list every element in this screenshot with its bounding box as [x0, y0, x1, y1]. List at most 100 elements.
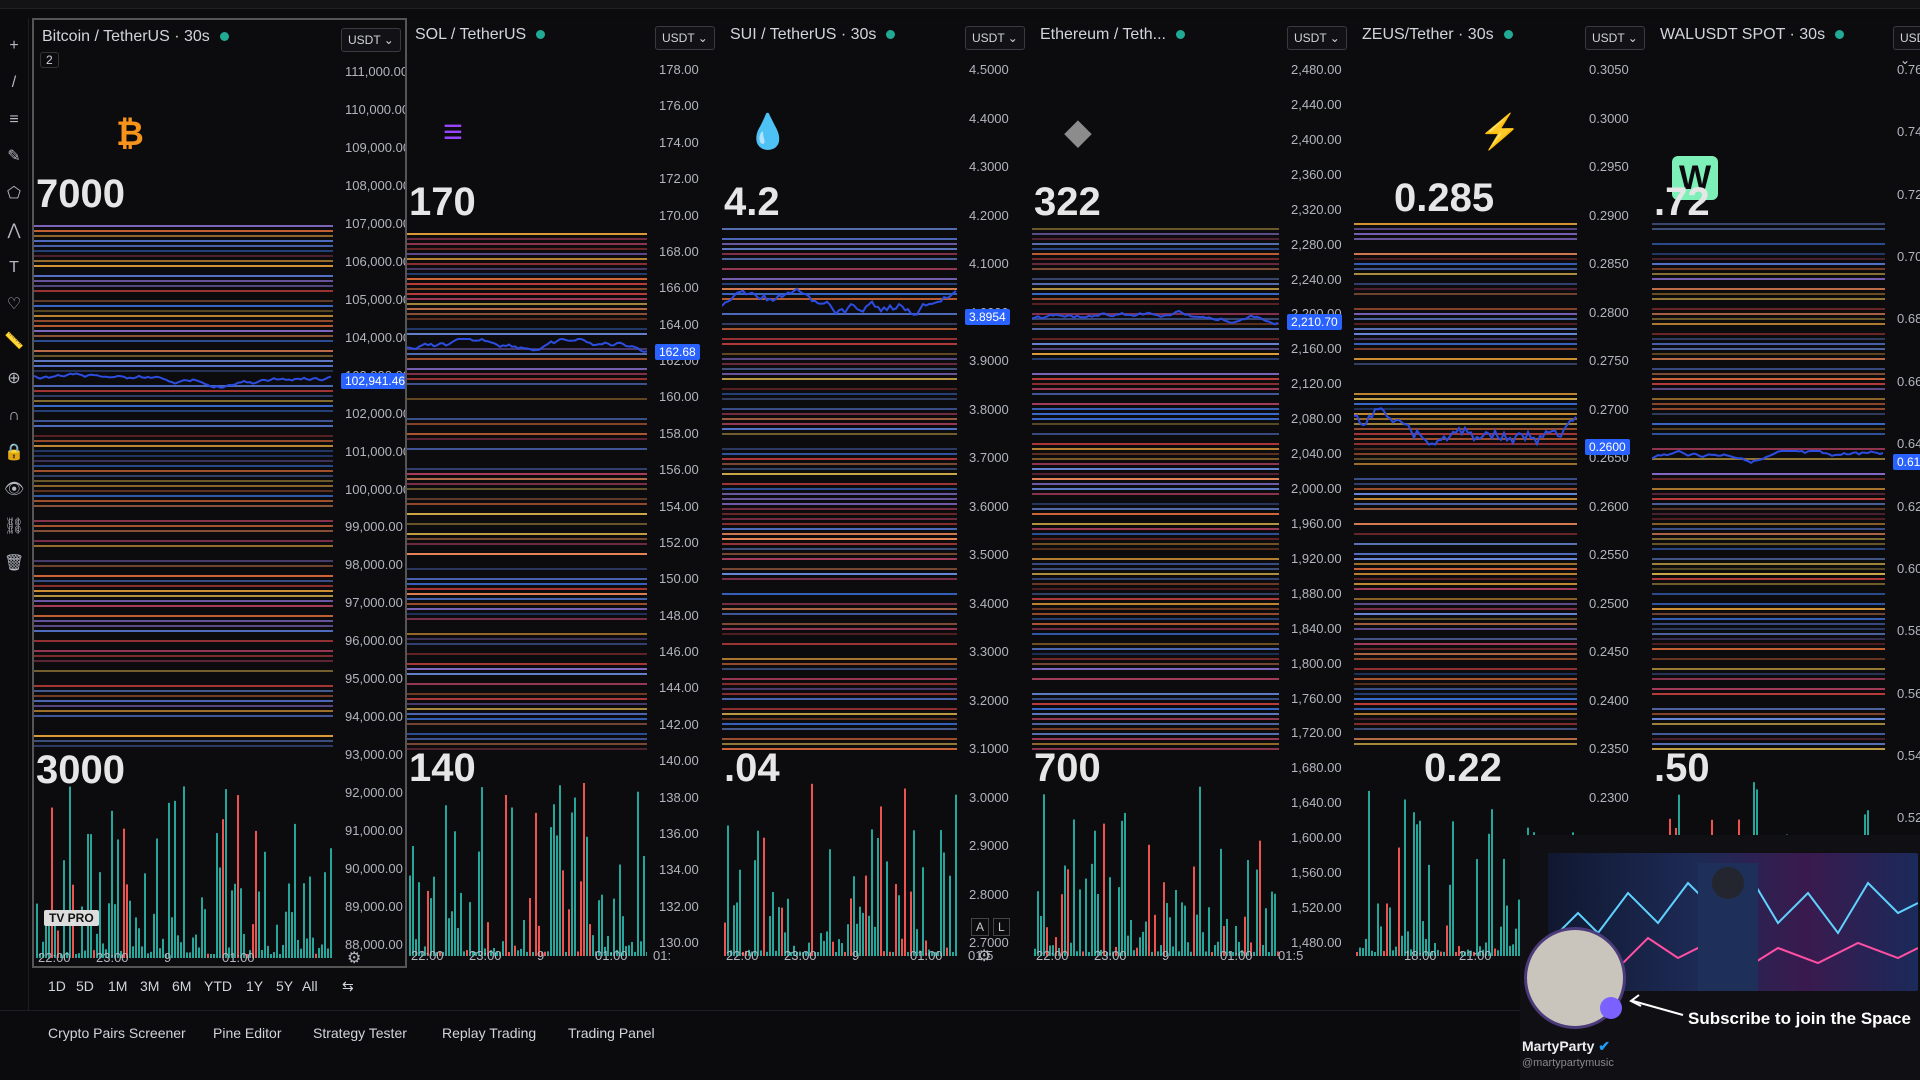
heatmap-band [1652, 623, 1885, 625]
heatmap-band [1652, 643, 1885, 645]
eye-icon[interactable]: 👁 [4, 481, 25, 498]
currency-select[interactable]: USD ⌄ [1893, 26, 1920, 67]
pane-title-text: WALUSDT SPOT · 30s [1660, 26, 1826, 43]
chart-pane-sol[interactable]: SOL / TetherUS USDT ⌄ ≡ 170 140 178.00 176.00 1… [407, 18, 723, 968]
pane-title[interactable]: SOL / TetherUS [415, 26, 546, 44]
interval-5d[interactable]: 5D [76, 978, 94, 994]
chart-pane-wal[interactable]: WALUSDT SPOT · 30s USD ⌄ W.72 .50 0.76 0.74 0.… [1652, 18, 1920, 968]
volume-bar [252, 924, 254, 958]
scale-button-a[interactable]: A [971, 918, 990, 936]
volume-bar [1253, 951, 1255, 956]
pane-title[interactable]: SUI / TetherUS · 30s [730, 26, 896, 44]
heatmap-band [1652, 388, 1885, 390]
heart-icon[interactable]: ♡ [6, 296, 22, 313]
magnet-icon[interactable]: ∩ [8, 407, 20, 424]
volume-bar [463, 951, 465, 956]
volume-bar [1106, 951, 1108, 956]
price-axis-label: 98,000.00 [345, 557, 403, 573]
volume-bar [835, 951, 837, 956]
price-axis-label: 0.2800 [1589, 304, 1629, 320]
chart-pane-eth[interactable]: Ethereum / Teth... USDT ⌄ ◆ 322 700 2,480.00 2… [1032, 18, 1355, 968]
price-axis-label: 0.52 [1897, 810, 1920, 826]
volume-bar [739, 869, 741, 956]
volume-bar [502, 941, 504, 956]
heatmap-band [34, 285, 333, 287]
currency-select[interactable]: USDT ⌄ [1287, 26, 1347, 50]
currency-select[interactable]: USDT ⌄ [341, 28, 401, 52]
heatmap-band [722, 728, 957, 730]
volume-bar [1404, 799, 1406, 956]
lock-icon[interactable]: 🔒 [4, 444, 24, 461]
interval-3m[interactable]: 3M [140, 978, 160, 994]
heatmap-band [34, 265, 333, 267]
text-icon[interactable]: T [9, 259, 19, 276]
pane-title[interactable]: ZEUS/Tether · 30s [1362, 26, 1513, 44]
pane-title-text: ZEUS/Tether · 30s [1362, 26, 1494, 43]
volume-bar [1094, 830, 1096, 956]
price-axis-label: 3.4000 [969, 595, 1009, 611]
heatmap-band [1354, 288, 1577, 290]
ruler-icon[interactable]: 📏 [4, 333, 24, 350]
pattern-icon[interactable]: ⋀ [7, 222, 21, 239]
chart-pane-sui[interactable]: SUI / TetherUS · 30s USDT ⌄ 💧 4.2 .04 4.5000 4… [722, 18, 1033, 968]
volume-bar [222, 819, 224, 958]
volume-bar [919, 950, 921, 956]
volume-bar [817, 951, 819, 956]
currency-select[interactable]: USDT ⌄ [655, 26, 715, 50]
price-axis-label: 0.54 [1897, 747, 1920, 763]
pane-title[interactable]: Bitcoin / TetherUS · 30s [42, 28, 229, 46]
volume-bar [84, 950, 86, 958]
crosshair-icon[interactable]: + [9, 37, 19, 54]
zoom-icon[interactable]: ⊕ [7, 370, 21, 387]
volume-bar [646, 951, 647, 956]
heatmap-band [1652, 293, 1885, 295]
scale-button-l[interactable]: L [993, 918, 1010, 936]
price-axis-label: 154.00 [659, 498, 699, 514]
pane-title[interactable]: WALUSDT SPOT · 30s [1660, 26, 1845, 44]
pane-title[interactable]: Ethereum / Teth... [1040, 26, 1185, 44]
tab-crypto-pairs-screener[interactable]: Crypto Pairs Screener [48, 1025, 186, 1041]
heatmap-band [1354, 478, 1577, 480]
interval-6m[interactable]: 6M [172, 978, 192, 994]
volume-bar [877, 837, 879, 956]
interval-5y[interactable]: 5Y [276, 978, 294, 994]
tab-strategy-tester[interactable]: Strategy Tester [313, 1025, 407, 1041]
chart-settings-gear-icon[interactable]: ⚙ [347, 950, 362, 967]
heatmap-band [1652, 473, 1885, 475]
brush-icon[interactable]: ✎ [7, 148, 21, 165]
volume-bar [150, 951, 152, 958]
price-axis-label: 92,000.00 [345, 785, 403, 801]
heatmap-band [722, 523, 957, 525]
interval-1y[interactable]: 1Y [246, 978, 264, 994]
chart-pane-zeus[interactable]: ZEUS/Tether · 30s USDT ⌄ ⚡ 0.285 0.22 0.3050 0… [1354, 18, 1653, 968]
trend-line-icon[interactable]: / [11, 74, 17, 91]
chart-pane-btc[interactable]: Bitcoin / TetherUS · 30s 2 USDT ⌄ ₿ 7000 3000… [32, 18, 407, 968]
interval-1m[interactable]: 1M [108, 978, 128, 994]
heatmap-band [1354, 418, 1577, 420]
currency-select[interactable]: USDT ⌄ [1585, 26, 1645, 50]
fib-icon[interactable]: ≡ [9, 111, 19, 128]
tab-pine-editor[interactable]: Pine Editor [213, 1025, 282, 1041]
volume-bar [1220, 848, 1222, 956]
interval-1d[interactable]: 1D [48, 978, 66, 994]
interval-ytd[interactable]: YTD [204, 978, 232, 994]
indicator-collapse-badge[interactable]: 2 [40, 52, 59, 68]
volume-bar [1196, 914, 1198, 956]
tab-trading-panel[interactable]: Trading Panel [568, 1025, 655, 1041]
volume-bar [1494, 948, 1496, 956]
tab-replay-trading[interactable]: Replay Trading [442, 1025, 537, 1041]
date-range-icon[interactable]: ⇆ [342, 978, 354, 994]
volume-bar [745, 950, 747, 956]
chart-settings-gear-icon[interactable]: ⚙ [977, 948, 992, 965]
wal-logo-icon: W [1672, 156, 1718, 200]
heatmap-band [1032, 388, 1279, 390]
trash-icon[interactable]: 🗑 [4, 555, 25, 572]
subscribe-cta[interactable]: Subscribe to join the Space [1688, 1009, 1911, 1028]
shapes-icon[interactable]: ⬠ [7, 185, 21, 202]
volume-bar [195, 934, 197, 958]
volume-bar [312, 937, 314, 958]
link-icon[interactable]: ⛓ [4, 518, 25, 535]
heatmap-band [1354, 573, 1577, 575]
interval-all[interactable]: All [302, 978, 318, 994]
currency-select[interactable]: USDT ⌄ [965, 26, 1025, 50]
